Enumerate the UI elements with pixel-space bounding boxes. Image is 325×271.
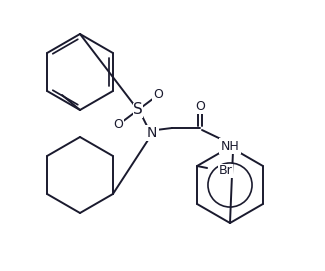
Text: O: O (153, 89, 163, 102)
Text: NH: NH (221, 140, 240, 153)
Text: N: N (147, 126, 157, 140)
Text: O: O (113, 118, 123, 131)
Text: O: O (195, 99, 205, 112)
Text: S: S (133, 102, 143, 118)
Text: Br: Br (219, 164, 233, 178)
